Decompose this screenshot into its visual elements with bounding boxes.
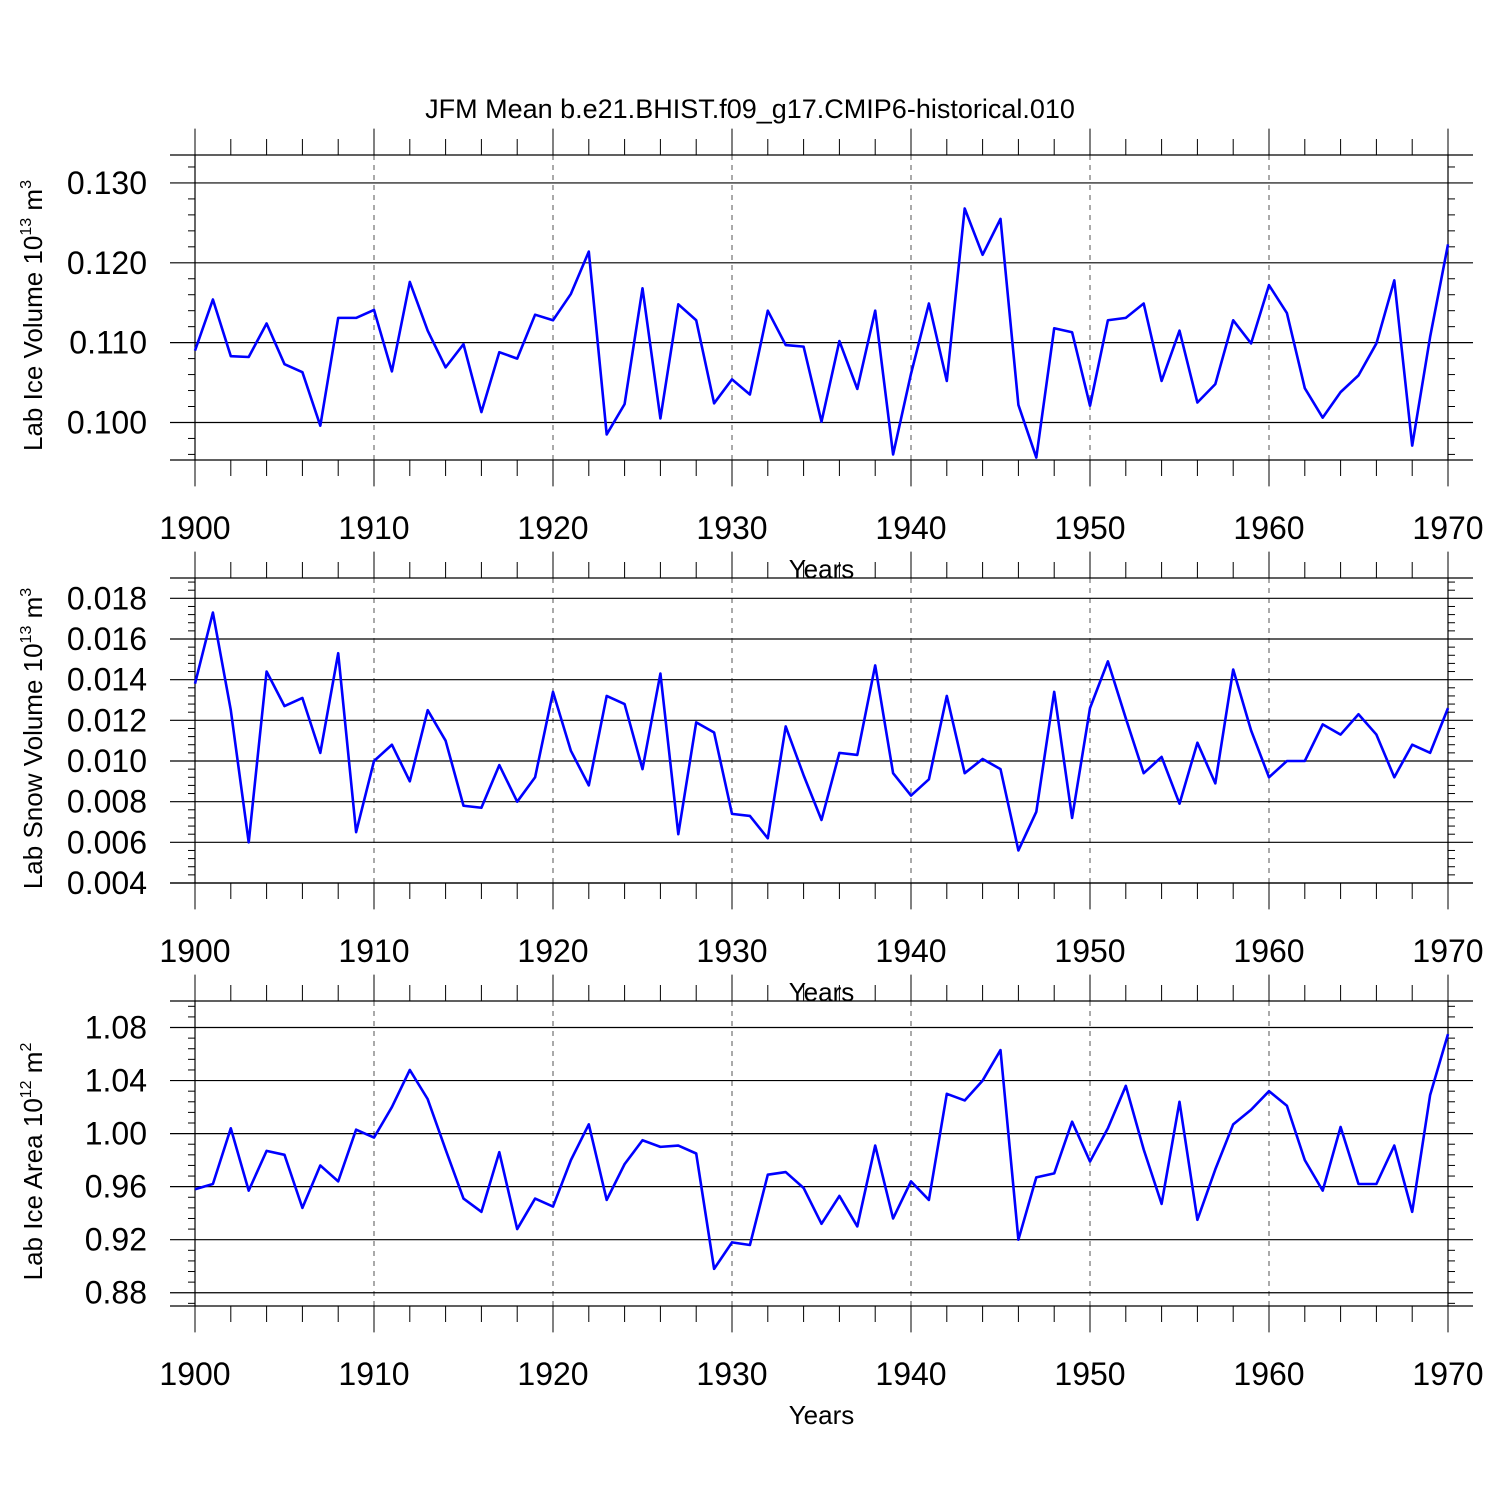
y-tick-label: 0.016	[67, 621, 147, 657]
y-axis-label: Lab Snow Volume 1013 m3	[18, 588, 48, 889]
y-tick-label: 1.04	[85, 1063, 147, 1099]
y-axis-label-text: Lab Snow Volume 10	[18, 643, 48, 889]
y-axis-label-unit-exponent: 3	[18, 180, 35, 189]
lab-ice-area-series-line	[194, 1033, 1450, 1271]
y-axis-label-unit-exponent: 2	[18, 1043, 35, 1052]
y-tick-label: 0.018	[67, 580, 147, 616]
x-tick-label: 1900	[159, 933, 230, 969]
x-tick-label: 1900	[159, 1356, 230, 1392]
y-tick-label: 0.014	[67, 662, 147, 698]
x-tick-label: 1960	[1233, 510, 1304, 546]
y-axis-label-text: Lab Ice Volume 10	[18, 236, 48, 451]
y-tick-label: 0.96	[85, 1169, 147, 1205]
y-axis-label-exponent: 13	[18, 626, 35, 644]
x-tick-label: 1920	[517, 1356, 588, 1392]
y-axis-label-exponent: 12	[18, 1080, 35, 1098]
lab-snow-volume-series-line	[193, 611, 1450, 852]
y-tick-label: 0.130	[67, 165, 147, 201]
y-axis-label-unit: m	[18, 597, 48, 626]
x-tick-label: 1930	[696, 510, 767, 546]
x-tick-label: 1940	[875, 933, 946, 969]
y-axis-label-unit: m	[18, 1052, 48, 1081]
y-axis-label: Lab Ice Volume 1013 m3	[18, 180, 48, 451]
y-tick-label: 0.92	[85, 1222, 147, 1258]
y-tick-label: 0.008	[67, 784, 147, 820]
panels: 0.100 0.110 0.120 0.130 1900 1910 1920 1930 1940…	[18, 128, 1484, 1430]
y-tick-label: 0.120	[67, 245, 147, 281]
x-tick-label: 1970	[1412, 933, 1483, 969]
x-tick-label: 1900	[159, 510, 230, 546]
x-tick-label: 1960	[1233, 1356, 1304, 1392]
y-axis-label-text: Lab Ice Area 10	[18, 1098, 48, 1280]
y-axis-label-exponent: 13	[18, 218, 35, 236]
x-tick-label: 1910	[338, 1356, 409, 1392]
y-tick-label: 0.100	[67, 404, 147, 440]
lab-snow-volume-panel: 0.004 0.006 0.008 0.010 0.012 0.014 0.016 0.018…	[18, 551, 1484, 1007]
y-tick-label: 1.08	[85, 1010, 147, 1046]
y-tick-label: 0.006	[67, 824, 147, 860]
x-tick-label: 1940	[875, 510, 946, 546]
x-tick-label: 1910	[338, 510, 409, 546]
lab-ice-area-panel: 0.88 0.92 0.96 1.00 1.04 1.08 1900 1910 1920 1930…	[18, 974, 1484, 1430]
x-axis-label: Years	[789, 1400, 855, 1430]
y-axis-label-unit: m	[18, 189, 48, 218]
x-tick-label: 1920	[517, 510, 588, 546]
y-tick-label: 0.110	[69, 325, 147, 361]
x-axis-label: Years	[789, 554, 855, 584]
x-tick-label: 1920	[517, 933, 588, 969]
x-tick-label: 1930	[696, 933, 767, 969]
x-tick-label: 1960	[1233, 933, 1304, 969]
x-axis-label: Years	[789, 977, 855, 1007]
y-tick-label: 0.012	[67, 702, 147, 738]
chart-title: JFM Mean b.e21.BHIST.f09_g17.CMIP6-histo…	[425, 94, 1075, 124]
x-tick-label: 1940	[875, 1356, 946, 1392]
lab-ice-volume-panel: 0.100 0.110 0.120 0.130 1900 1910 1920 1930 1940…	[18, 128, 1484, 584]
x-tick-label: 1970	[1412, 1356, 1483, 1392]
x-tick-label: 1930	[696, 1356, 767, 1392]
x-tick-label: 1910	[338, 933, 409, 969]
y-tick-label: 0.010	[67, 743, 147, 779]
lab-ice-volume-series-line	[193, 207, 1450, 459]
x-tick-label: 1950	[1054, 933, 1125, 969]
y-tick-label: 0.004	[67, 865, 147, 901]
y-axis-label-unit-exponent: 3	[18, 588, 35, 597]
y-tick-label: 0.88	[85, 1275, 147, 1311]
x-tick-label: 1950	[1054, 1356, 1125, 1392]
y-axis-label: Lab Ice Area 1012 m2	[18, 1043, 48, 1281]
x-tick-label: 1970	[1412, 510, 1483, 546]
x-tick-label: 1950	[1054, 510, 1125, 546]
y-tick-label: 1.00	[85, 1116, 147, 1152]
